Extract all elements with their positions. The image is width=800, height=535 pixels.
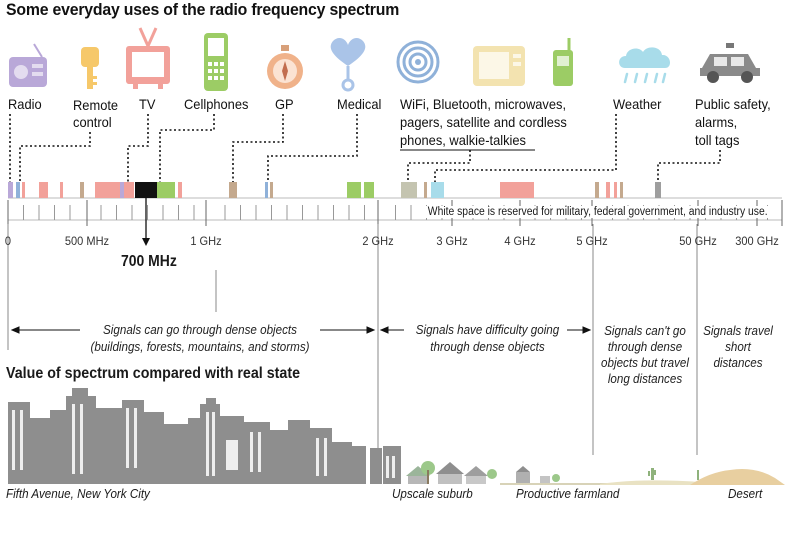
wifi-devices-icon [396, 38, 573, 86]
label-radio: Radio [8, 96, 42, 112]
propagation-high-line1: Signals can't go [604, 324, 686, 338]
label-wifi-line2: pagers, satellite and cordless [400, 114, 567, 130]
page-title: Some everyday uses of the radio frequenc… [6, 0, 400, 19]
band-cell-1 [157, 182, 172, 198]
value-section-title: Value of spectrum compared with real sta… [6, 365, 301, 382]
propagation-top-line1: Signals travel [703, 324, 773, 338]
band-cell-2 [172, 182, 175, 198]
place-fifth-avenue: Fifth Avenue, New York City [6, 487, 150, 501]
label-weather: Weather [613, 96, 662, 112]
heart-monitor-icon [330, 38, 366, 92]
label-safety-line1: Public safety, [695, 96, 771, 112]
band-weather [431, 182, 444, 198]
place-productive-farmland: Productive farmland [516, 487, 620, 501]
band-safety [655, 182, 661, 198]
band-misc-9 [614, 182, 617, 198]
tick-label-300ghz: 300 GHz [735, 234, 779, 248]
place-desert: Desert [728, 487, 763, 501]
band-misc-10 [620, 182, 623, 198]
skyline-windows [12, 404, 395, 478]
band-tv-1 [95, 182, 120, 198]
label-remote-line1: Remote [73, 97, 119, 113]
band-wifi [401, 182, 417, 198]
label-safety-line3: toll tags [695, 132, 740, 148]
band-misc-4 [364, 182, 374, 198]
propagation-low-line1: Signals can go through dense objects [103, 323, 297, 337]
propagation-high-line4: long distances [607, 372, 683, 386]
band-misc-2 [80, 182, 84, 198]
suburb-houses [406, 461, 497, 484]
leader-lines [9, 114, 721, 182]
propagation-low-line2: (buildings, forests, mountains, and stor… [90, 340, 310, 354]
white-space-note: White space is reserved for military, fe… [426, 206, 770, 218]
compass-icon [267, 45, 303, 89]
700mhz-arrowhead [142, 238, 150, 246]
label-cellphones: Cellphones [184, 96, 249, 112]
band-radio-3 [22, 182, 25, 198]
cellphone-icon [204, 33, 228, 91]
propagation-top-line3: distances [713, 356, 763, 370]
tick-label-50ghz: 50 GHz [679, 234, 717, 248]
band-tv-3 [124, 182, 134, 198]
band-700mhz [135, 182, 157, 198]
band-misc-5 [424, 182, 427, 198]
band-medical-1 [265, 182, 268, 198]
tick-label-5ghz: 5 GHz [576, 234, 608, 248]
propagation-mid-line2: through dense objects [430, 340, 545, 354]
label-gp: GP [275, 96, 294, 112]
tick-label-1ghz: 1 GHz [190, 234, 222, 248]
band-misc-1 [60, 182, 63, 198]
label-medical: Medical [337, 96, 382, 112]
place-upscale-suburb: Upscale suburb [392, 487, 473, 501]
propagation-high-line2: through dense [607, 340, 683, 354]
band-gp [229, 182, 237, 198]
tick-label-3ghz: 3 GHz [436, 234, 468, 248]
farmland [500, 466, 700, 485]
tick-label-0: 0 [4, 234, 12, 248]
key-fob-icon [81, 47, 99, 89]
desert [648, 468, 785, 485]
band-misc-6 [500, 182, 534, 198]
propagation-mid-line1: Signals have difficulty going [415, 323, 560, 337]
label-tv: TV [139, 96, 156, 112]
label-wifi-line1: WiFi, Bluetooth, microwaves, [400, 96, 567, 112]
tick-label-4ghz: 4 GHz [504, 234, 536, 248]
propagation-high-line3: objects but travel [601, 356, 689, 370]
band-medical-2 [270, 182, 273, 198]
radio-icon [9, 43, 47, 87]
label-wifi-line3: phones, walkie-talkies [400, 132, 527, 148]
band-radio [8, 182, 13, 198]
rain-cloud-icon [619, 47, 671, 84]
skyline-fifth-avenue [8, 388, 401, 484]
band-radio-2 [16, 182, 20, 198]
police-car-icon [700, 43, 760, 83]
region-dividers [7, 224, 698, 458]
propagation-top-line2: short [725, 340, 751, 354]
band-misc-7 [595, 182, 599, 198]
band-tv-2 [120, 182, 124, 198]
label-remote-line2: control [73, 114, 112, 130]
band-cell-3 [178, 182, 182, 198]
tick-label-2ghz: 2 GHz [362, 234, 394, 248]
label-safety-line2: alarms, [695, 114, 738, 130]
band-remote [39, 182, 48, 198]
700mhz-label: 700 MHz [121, 253, 177, 270]
range-arrows [10, 326, 592, 334]
band-misc-3 [347, 182, 361, 198]
band-misc-8 [606, 182, 610, 198]
spectrum-bands [8, 182, 661, 198]
tick-label-500mhz: 500 MHz [64, 234, 110, 248]
tv-icon [126, 27, 170, 89]
